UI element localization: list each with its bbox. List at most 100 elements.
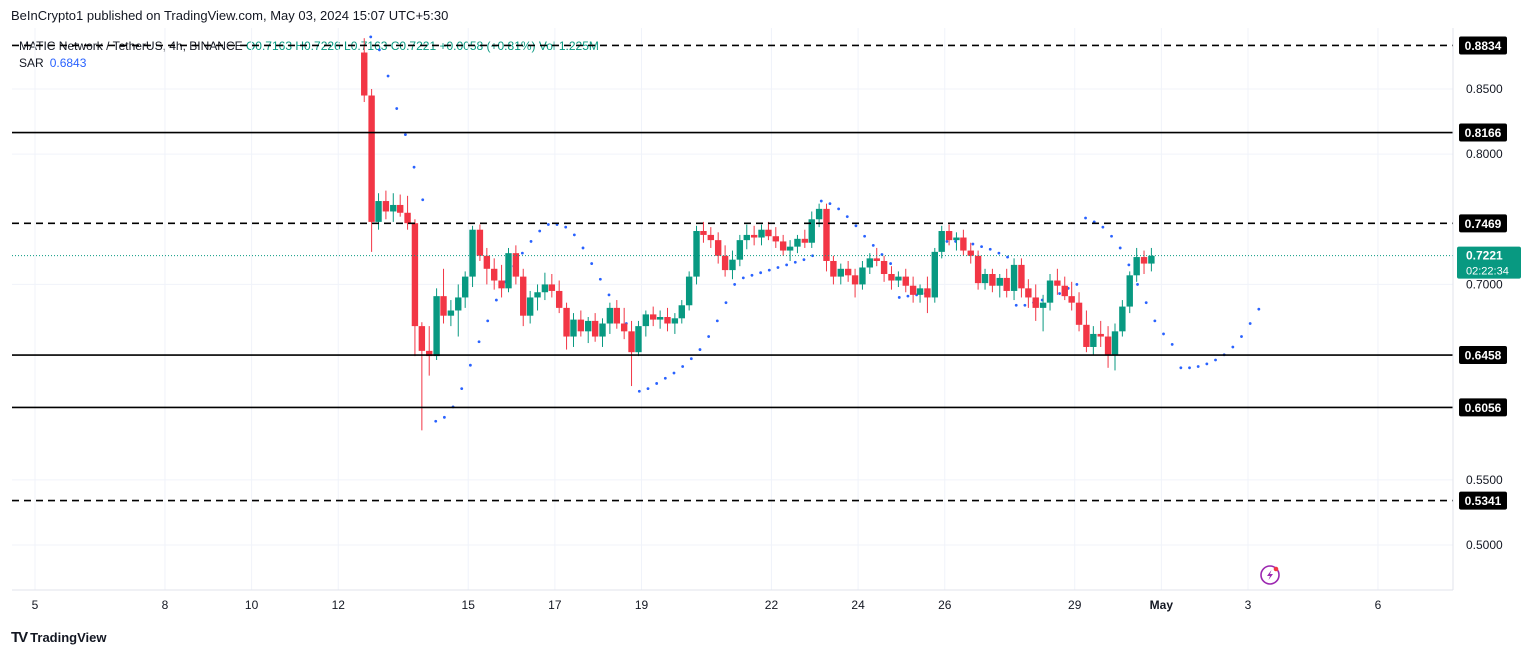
sar-dot xyxy=(637,389,641,393)
candle-down xyxy=(418,322,426,431)
sar-dot xyxy=(607,293,611,297)
candle-up xyxy=(693,225,700,285)
sar-dot xyxy=(980,245,983,249)
candle-down xyxy=(520,268,527,327)
candle-down xyxy=(361,38,368,103)
svg-text:0.8834: 0.8834 xyxy=(1465,39,1502,53)
candle-series xyxy=(361,38,1155,431)
sar-dot xyxy=(1023,303,1027,307)
sar-dot xyxy=(837,207,841,211)
current-price-value: 0.7221 xyxy=(1466,249,1503,263)
sar-dot xyxy=(1110,234,1113,238)
candle-up xyxy=(729,250,736,280)
candle-up xyxy=(1010,258,1018,301)
candle-down xyxy=(967,242,974,264)
publisher-credit: BeInCrypto1 published on TradingView.com… xyxy=(11,8,449,23)
candle-down xyxy=(750,225,758,246)
candle-up xyxy=(656,310,664,329)
candle-up xyxy=(635,320,642,357)
sar-dot xyxy=(663,376,667,380)
sar-dot xyxy=(369,35,373,39)
candle-down xyxy=(714,232,722,264)
current-price-tag: 0.7221 02:22:34 xyxy=(1457,246,1521,279)
sar-dot xyxy=(1136,283,1139,286)
sar-dot xyxy=(1240,335,1243,338)
sar-dot xyxy=(945,240,949,243)
candle-up xyxy=(1119,300,1126,337)
candle-up xyxy=(375,193,382,230)
sar-dot xyxy=(1170,342,1174,346)
sar-dot xyxy=(793,260,797,264)
candle-up xyxy=(1046,274,1054,311)
candle-down xyxy=(1025,279,1032,308)
sar-dot xyxy=(707,335,711,338)
candle-down xyxy=(945,224,953,246)
time-tick-label: 12 xyxy=(332,598,346,612)
symbol-name[interactable]: MATIC Network / TetherUS, 4h, BINANCE xyxy=(19,39,243,53)
candle-down xyxy=(664,307,671,332)
candle-up xyxy=(1039,294,1047,332)
sar-dot xyxy=(819,199,823,203)
candle-up xyxy=(599,318,606,347)
sar-dot xyxy=(564,225,568,229)
candle-down xyxy=(880,255,888,282)
sar-name[interactable]: SAR xyxy=(19,56,44,70)
sar-dot xyxy=(698,348,702,351)
sar-dot xyxy=(1205,362,1209,366)
snapshot-icon xyxy=(1260,565,1280,585)
sar-dot xyxy=(1162,332,1165,336)
candle-up xyxy=(1111,323,1119,371)
candle-up xyxy=(786,240,794,261)
candle-up xyxy=(837,263,844,285)
sar-dot xyxy=(572,233,576,237)
candle-down xyxy=(548,274,556,298)
candle-down xyxy=(721,245,729,277)
candle-down xyxy=(628,320,635,387)
time-tick-label: 5 xyxy=(32,598,39,612)
sar-dot xyxy=(1188,366,1191,370)
candle-down xyxy=(491,258,498,290)
sar-dot xyxy=(750,273,754,277)
sar-legend: SAR 0.6843 xyxy=(19,56,86,70)
sar-dot xyxy=(988,247,992,251)
tradingview-logo-icon: TV xyxy=(11,629,28,646)
sar-dot xyxy=(997,251,1001,255)
svg-text:0.6458: 0.6458 xyxy=(1465,349,1502,363)
time-tick-label: 19 xyxy=(635,598,649,612)
candle-up xyxy=(433,288,440,360)
time-tick-label: May xyxy=(1150,598,1174,612)
candle-down xyxy=(823,203,830,272)
candle-down xyxy=(620,307,628,340)
sar-dot xyxy=(598,277,602,281)
candle-down xyxy=(512,245,520,285)
svg-text:0.5341: 0.5341 xyxy=(1465,494,1502,508)
candle-down xyxy=(844,260,852,282)
tradingview-brand[interactable]: TV TradingView xyxy=(11,629,107,646)
candle-down xyxy=(1068,281,1075,311)
sar-dot xyxy=(672,371,676,375)
candle-down xyxy=(563,302,570,350)
candle-down xyxy=(577,310,585,337)
candle-down xyxy=(1061,276,1068,301)
candle-up xyxy=(447,300,455,327)
candle-down xyxy=(960,229,967,256)
candle-down xyxy=(368,89,375,252)
candle-down xyxy=(649,306,657,327)
candle-down xyxy=(411,219,419,357)
candle-up xyxy=(1126,271,1133,314)
candle-down xyxy=(1032,284,1039,321)
sar-dot xyxy=(1127,263,1131,267)
candle-down xyxy=(902,268,909,293)
sar-dot xyxy=(811,254,815,258)
candle-down xyxy=(1083,310,1090,353)
chart-grid xyxy=(12,28,1453,590)
candle-up xyxy=(461,271,469,308)
sar-dot xyxy=(529,240,533,243)
candle-down xyxy=(909,276,917,303)
candle-down xyxy=(1003,268,1010,298)
candle-down xyxy=(801,229,809,248)
price-tick-label: 0.8500 xyxy=(1466,82,1503,96)
sar-dot xyxy=(1231,345,1235,349)
sar-dot xyxy=(889,262,892,265)
